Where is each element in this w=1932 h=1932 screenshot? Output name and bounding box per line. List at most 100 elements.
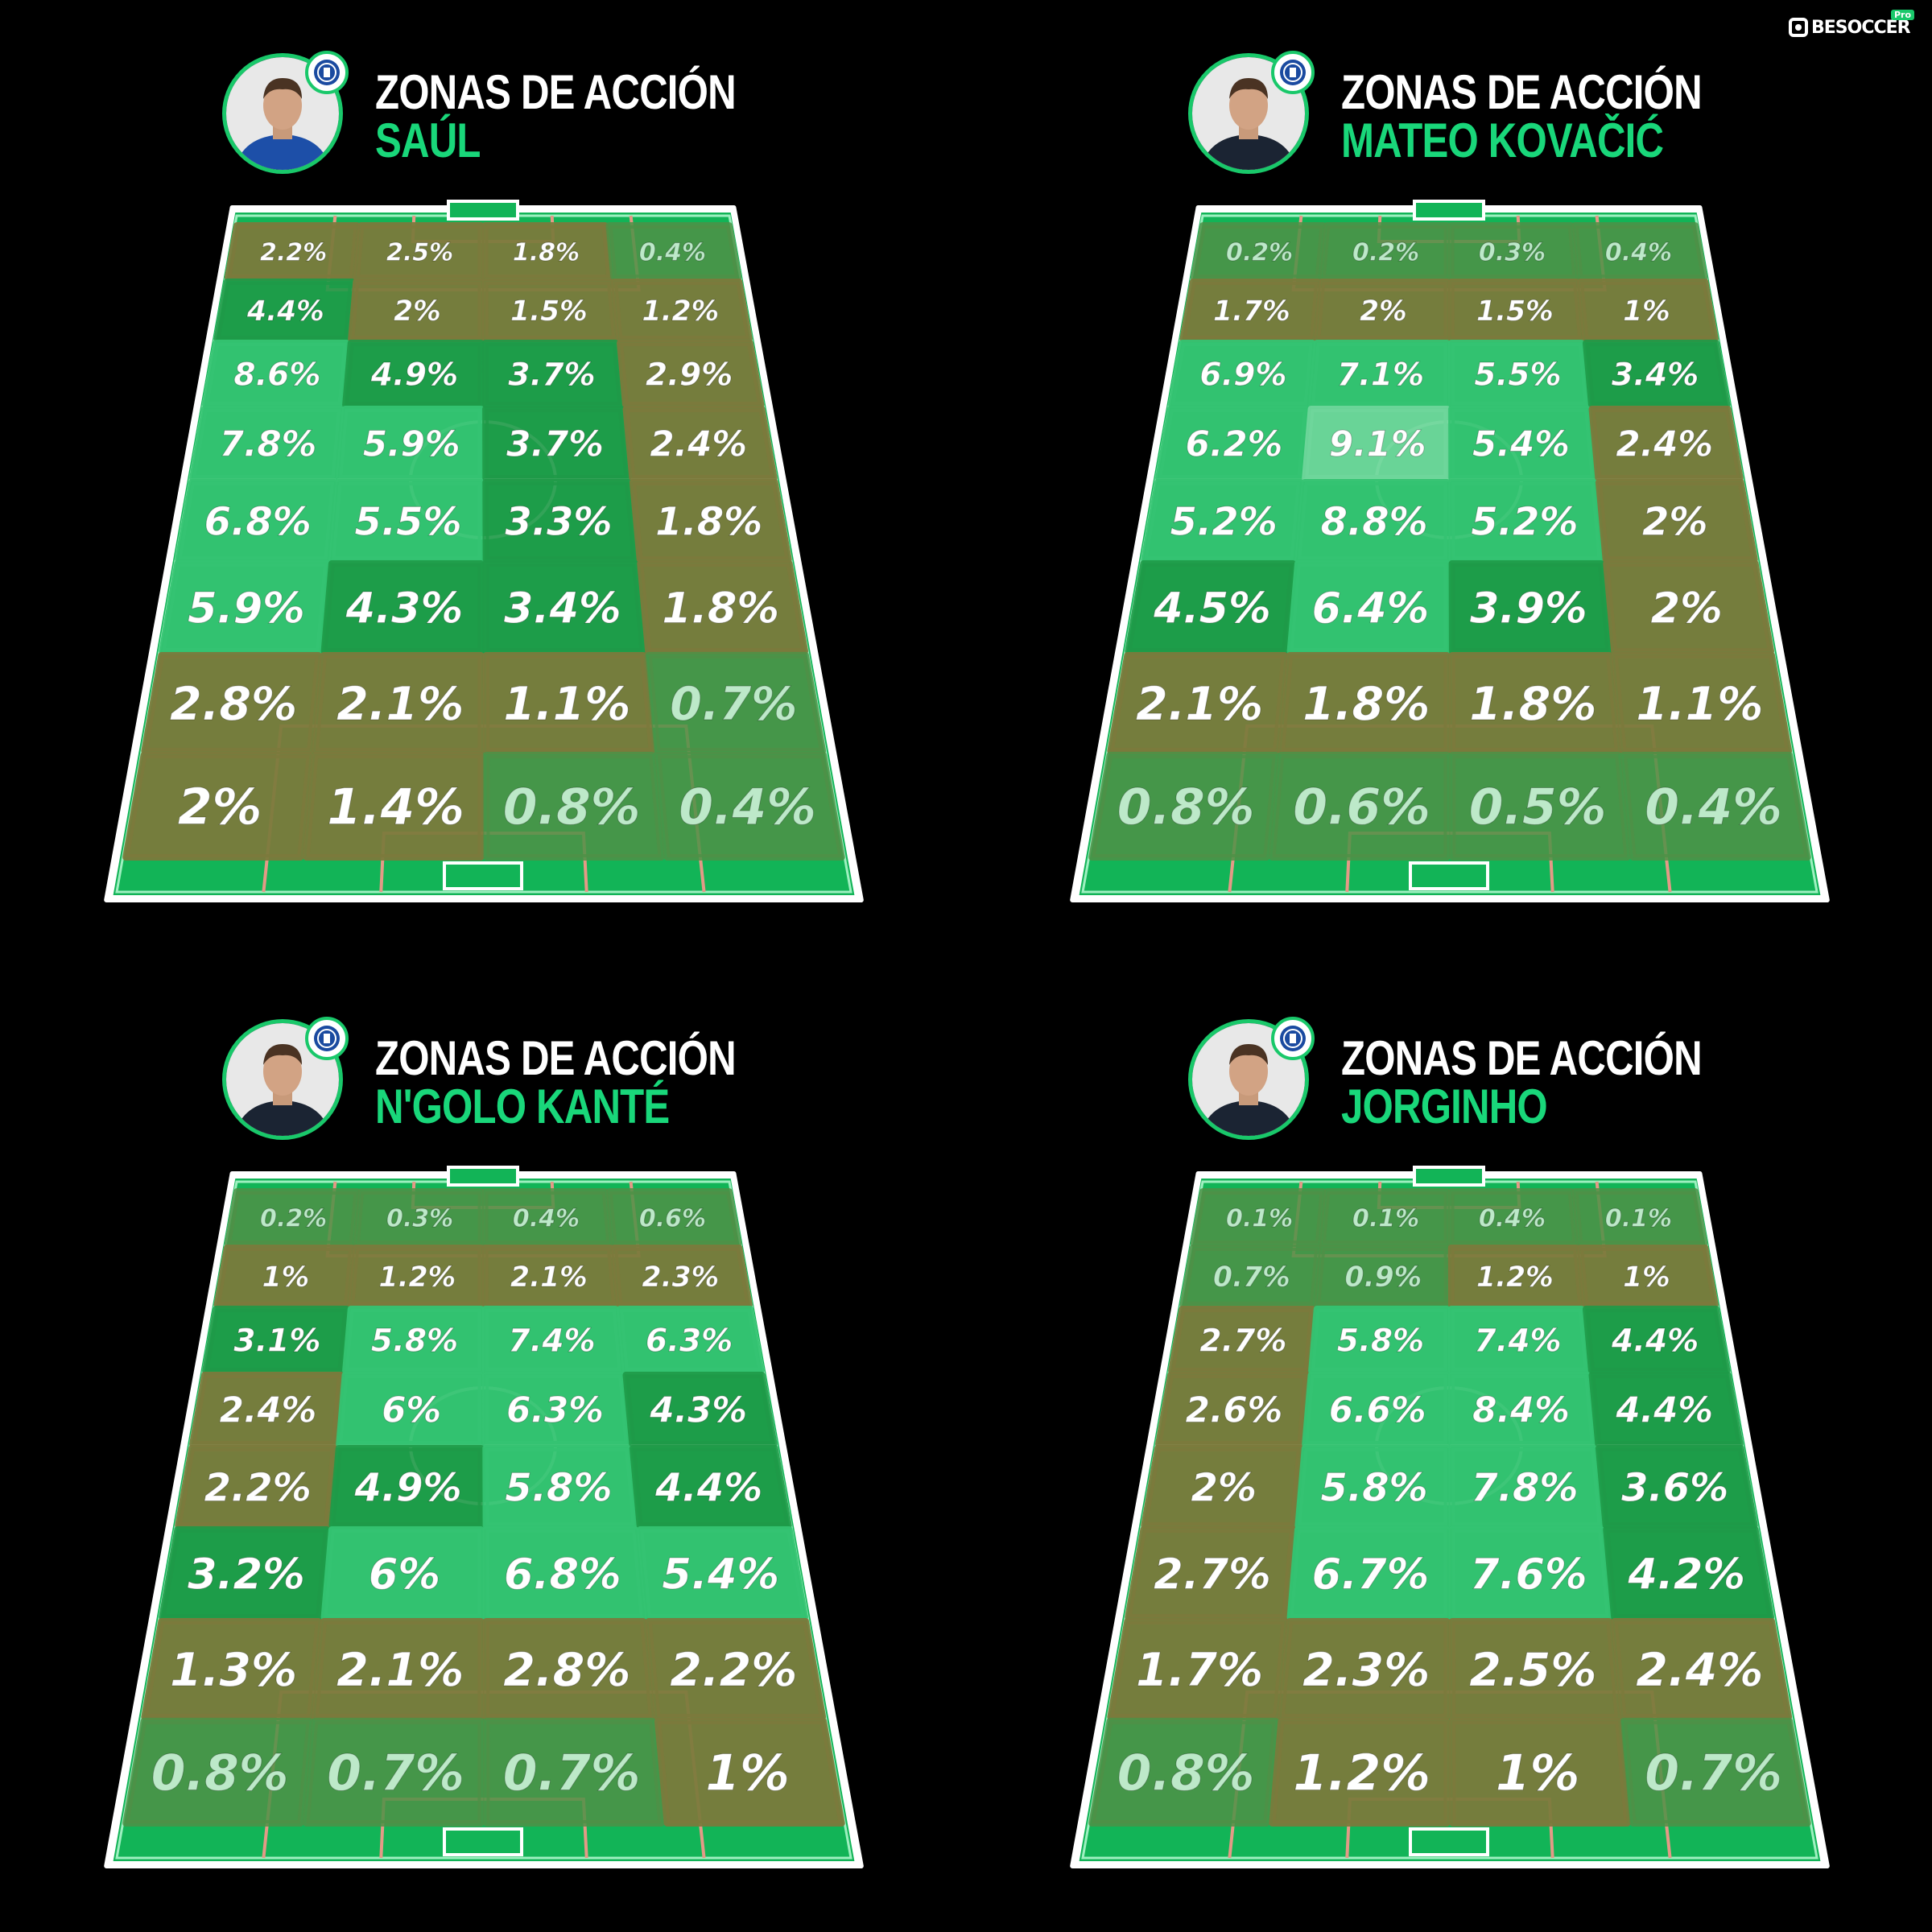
zone-cell [482,560,646,654]
zone-cell [1155,1372,1311,1447]
zone-cell [328,479,485,563]
zone-value: 4.9% [370,357,458,394]
zone-cell [1448,560,1612,654]
zone-value: 2.5% [386,238,453,266]
zone-cell [336,1372,485,1447]
player-panel: ZONAS DE ACCIÓN MATEO KOVAČIĆ 0.2% 0.2% 0.3%… [966,0,1932,966]
zone-cell [1448,1526,1612,1620]
zone-value: 6.3% [646,1323,733,1360]
zone-value: 1.8% [1469,678,1596,731]
zone-value: 2% [1360,295,1407,328]
zone-cell [481,1188,613,1247]
zone-value: 1% [1623,295,1670,328]
zone-cell [303,752,485,861]
zone-cell [1448,479,1604,563]
zone-cell [175,479,337,563]
zone-cell [1603,1526,1774,1620]
zone-value: 1.2% [642,295,720,328]
zone-value: 2.1% [336,678,464,731]
zone-cell [1286,560,1451,654]
zone-cell [637,1526,808,1620]
zone-value: 0.2% [1352,238,1419,266]
zone-value: 0.4% [1645,778,1782,836]
zone-value: 2.2% [260,238,327,266]
pitch-heatmap: 0.1% 0.1% 0.4% 0.1% 0.7% 0.9% 1.2% 1% 2.7% 5.8% 7.… [1070,1166,1830,1868]
zone-value: 0.7% [1213,1261,1290,1294]
zone-cell [654,1718,845,1827]
zone-value: 2.2% [204,1465,312,1510]
zone-cell [1588,406,1744,481]
zone-value: 8.6% [233,357,320,394]
zone-cell [213,279,356,342]
zone-cell [141,652,322,754]
zone-value: 0.7% [503,1744,641,1802]
zone-value: 1.3% [170,1644,297,1697]
zone-cell [348,279,485,342]
zone-cell [213,1245,356,1308]
zone-cell [328,1445,485,1529]
zone-value: 7.8% [1471,1465,1578,1510]
zone-value: 1.8% [662,584,779,633]
zone-value: 0.8% [1117,778,1255,836]
zone-cell [1449,752,1631,861]
zone-cell [159,560,330,654]
zone-value: 7.8% [220,425,317,465]
zone-value: 5.5% [1474,357,1561,394]
zone-value: 7.4% [508,1323,595,1360]
zone-value: 1.2% [379,1261,456,1294]
zone-cell [1125,1526,1296,1620]
zone-value: 1.5% [510,295,588,328]
zone-value: 6% [382,1391,441,1431]
zone-value: 2.3% [1302,1644,1430,1697]
player-panel: ZONAS DE ACCIÓN N'GOLO KANTÉ 0.2% 0.3% 0.4% 0… [0,966,966,1932]
zone-value: 1% [262,1261,310,1294]
zone-value: 5.5% [354,499,461,544]
zone-cell [175,1445,337,1529]
zone-value: 0.4% [513,1204,580,1232]
zone-cell [224,1188,361,1247]
zone-value: 2.1% [510,1261,588,1294]
zone-cell [1269,1718,1451,1827]
zone-value: 1.7% [1213,295,1290,328]
zone-value: 2.7% [1154,1550,1271,1599]
player-panel: ZONAS DE ACCIÓN SAÚL 2.2% 2.5% 1.8% 0.4% 4.4% 2… [0,0,966,966]
zone-cell [1448,406,1597,481]
zone-cell [645,1618,827,1720]
zone-value: 0.4% [639,238,706,266]
zone-value: 0.7% [1645,1744,1782,1802]
zone-cell [482,1526,646,1620]
zone-value: 0.8% [1117,1744,1255,1802]
zone-value: 5.8% [371,1323,458,1360]
zone-cell [348,1245,485,1308]
zone-cell [1125,560,1296,654]
zone-cell [482,479,638,563]
zone-value: 1.2% [1293,1744,1430,1802]
zone-cell [482,1372,631,1447]
zone-value: 0.5% [1469,778,1607,836]
zone-cell [303,1718,485,1827]
zone-value: 0.4% [679,778,816,836]
zone-cell [1308,340,1451,408]
zone-cell [481,340,625,408]
zone-value: 5.2% [1170,499,1278,544]
zone-cell [1278,1618,1451,1720]
zone-cell [141,1618,322,1720]
zone-value: 1.8% [513,238,580,266]
zone-cell [1294,1445,1451,1529]
zone-value: 2.8% [170,678,297,731]
player-panel: ZONAS DE ACCIÓN JORGINHO 0.1% 0.1% 0.4% 0.1% 0… [966,966,1932,1932]
zone-cell [622,406,778,481]
zone-value: 0.9% [1345,1261,1422,1294]
zone-value: 2% [1642,499,1708,544]
zone-value: 4.3% [345,584,464,633]
zone-value: 0.4% [1479,1204,1546,1232]
zone-value: 8.4% [1472,1391,1570,1431]
zone-cell [1588,1372,1744,1447]
zone-grid: 0.2% 0.3% 0.4% 0.6% 1% 1.2% 2.1% 2.3% 3.1% 5.8% 7.… [122,1188,845,1827]
zone-cell [1168,340,1316,408]
zone-value: 1% [1623,1261,1670,1294]
zone-cell [1278,652,1451,754]
zone-cell [159,1526,330,1620]
zone-cell [1611,652,1793,754]
zone-cell [312,1618,485,1720]
